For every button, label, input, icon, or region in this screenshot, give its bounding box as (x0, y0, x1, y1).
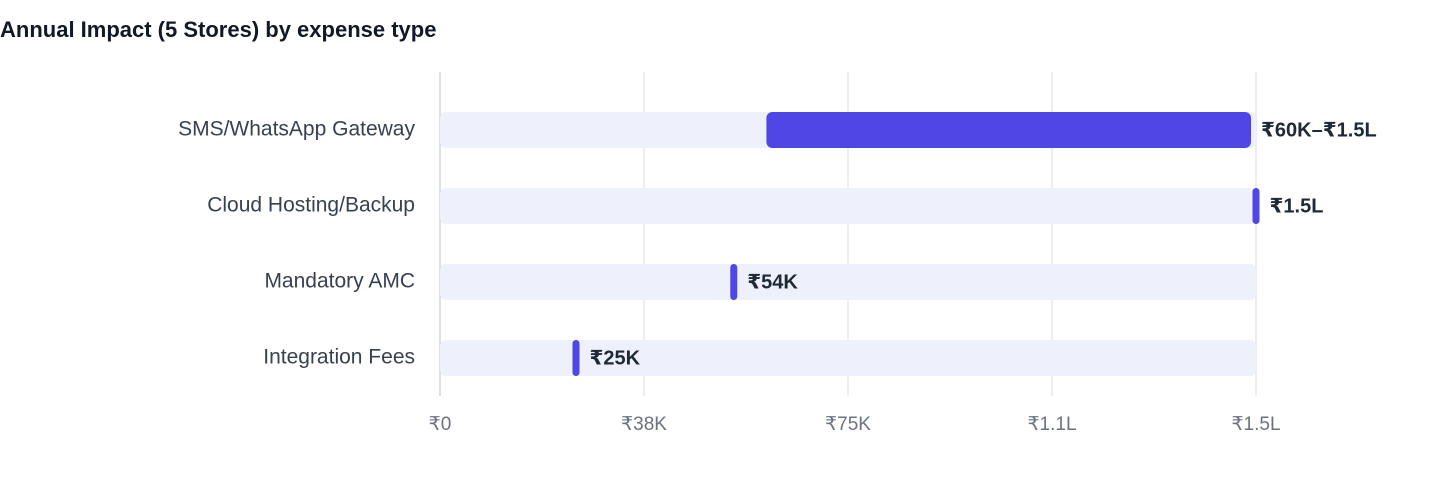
track (440, 264, 1256, 300)
y-tick-label: Integration Fees (263, 346, 415, 369)
x-tick-label: ₹1.5L (1231, 414, 1280, 435)
x-tick-label: ₹75K (825, 414, 871, 435)
chart-title: Annual Impact (5 Stores) by expense type (0, 17, 436, 42)
track (440, 340, 1256, 376)
value-label: ₹1.5L (1270, 195, 1324, 217)
point-marker (730, 264, 738, 300)
x-tick-label: ₹1.1L (1027, 414, 1076, 435)
value-label: ₹54K (747, 271, 798, 293)
track (440, 188, 1256, 224)
y-tick-label: SMS/WhatsApp Gateway (178, 118, 415, 141)
value-label: ₹60K–₹1.5L (1261, 119, 1377, 141)
x-tick-label: ₹0 (429, 414, 452, 435)
range-bar (766, 112, 1251, 148)
value-label: ₹25K (590, 347, 641, 369)
point-marker (572, 340, 580, 376)
y-tick-label: Cloud Hosting/Backup (207, 194, 415, 217)
point-marker (1252, 188, 1260, 224)
x-tick-label: ₹38K (621, 414, 667, 435)
y-tick-label: Mandatory AMC (264, 270, 415, 293)
